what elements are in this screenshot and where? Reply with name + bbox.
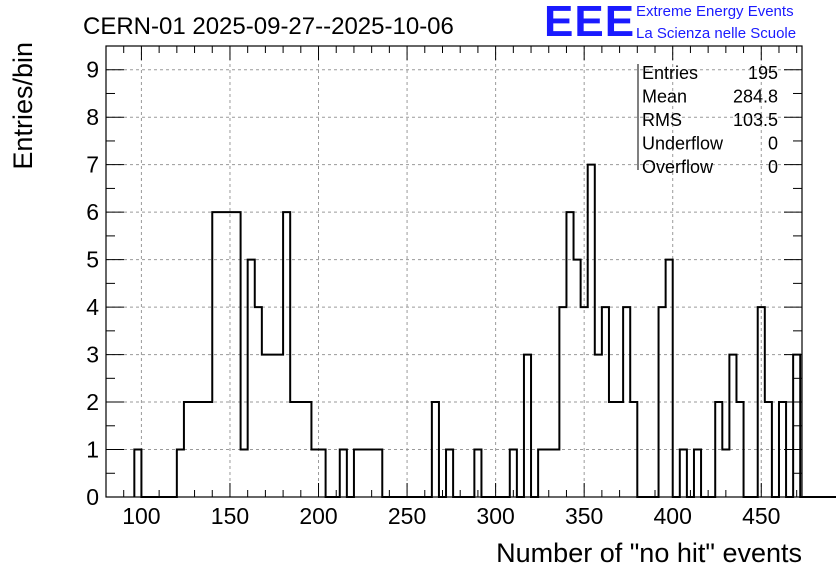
histogram-outline	[133, 163, 836, 498]
histogram-bin	[666, 260, 673, 497]
histogram-bin	[319, 450, 326, 497]
histogram-bin	[375, 450, 382, 497]
stats-label: Overflow	[642, 157, 714, 177]
histogram-bin	[574, 260, 581, 497]
axes	[105, 45, 803, 498]
stats-value: 103.5	[733, 110, 778, 130]
chart-title: CERN-01 2025-09-27--2025-10-06	[83, 13, 454, 40]
x-tick-label: 300	[476, 503, 514, 529]
histogram-bin	[588, 165, 595, 497]
y-tick-label: 9	[86, 57, 99, 83]
histogram-bin	[524, 355, 531, 497]
histogram-bin	[262, 355, 269, 497]
histogram-bin	[269, 355, 276, 497]
stats-label: Mean	[642, 87, 687, 107]
y-tick-label: 1	[86, 437, 99, 463]
x-tick-label: 350	[565, 503, 603, 529]
plot-frame	[105, 45, 803, 498]
y-axis-label: Entries/bin	[8, 42, 38, 170]
histogram-bin	[680, 450, 687, 497]
y-tick-label: 4	[86, 294, 99, 320]
histogram-bin	[248, 260, 255, 497]
y-tick-label: 6	[86, 199, 99, 225]
histogram-bin	[729, 355, 736, 497]
histogram-bin	[538, 450, 545, 497]
histogram-bin	[276, 355, 283, 497]
logo-line-1: Extreme Energy Events	[636, 3, 794, 20]
histogram-bin	[552, 450, 559, 497]
y-tick-label: 3	[86, 342, 99, 368]
x-axis-label: Number of "no hit" events	[496, 538, 802, 568]
stats-label: Entries	[642, 63, 698, 83]
stats-label: RMS	[642, 110, 682, 130]
histogram-bin	[368, 450, 375, 497]
x-tick-label: 150	[211, 503, 249, 529]
stats-value: 0	[768, 134, 778, 154]
eee-logo: EEE	[544, 0, 636, 46]
stats-value: 284.8	[733, 87, 778, 107]
stats-value: 195	[748, 63, 778, 83]
y-tick-label: 5	[86, 247, 99, 273]
stats-value: 0	[768, 157, 778, 177]
x-tick-label: 250	[388, 503, 426, 529]
tick-labels: 100 150 200 250 300 350 400 450 0 1 2 3 4 5 6 7 8 9	[86, 57, 780, 529]
histogram-bin	[361, 450, 368, 497]
histogram-bin	[134, 450, 141, 497]
histogram-bin	[340, 450, 347, 497]
stats-label: Underflow	[642, 134, 724, 154]
histogram-bin	[241, 450, 248, 497]
y-tick-label: 2	[86, 389, 99, 415]
histogram-bin	[722, 450, 729, 497]
x-tick-label: 450	[742, 503, 780, 529]
x-tick-label: 400	[654, 503, 692, 529]
logo-line-2: La Scienza nelle Scuole	[636, 25, 797, 42]
histogram-bin	[474, 450, 481, 497]
y-tick-label: 0	[86, 484, 99, 510]
stats-box: Entries 195 Mean 284.8 RMS 103.5 Underflow 0 Ove…	[637, 63, 778, 177]
histogram-bin	[354, 450, 361, 497]
x-tick-label: 200	[299, 503, 337, 529]
histogram-bars	[133, 163, 836, 498]
histogram-bin	[694, 450, 701, 497]
y-tick-label: 7	[86, 152, 99, 178]
grid-lines	[106, 46, 802, 497]
histogram-bin	[595, 355, 602, 497]
histogram-bin	[446, 450, 453, 497]
histogram-bin	[510, 450, 517, 497]
histogram-bin	[177, 450, 184, 497]
histogram-bin	[311, 450, 318, 497]
x-tick-label: 100	[122, 503, 160, 529]
histogram-bin	[545, 450, 552, 497]
y-tick-label: 8	[86, 104, 99, 130]
